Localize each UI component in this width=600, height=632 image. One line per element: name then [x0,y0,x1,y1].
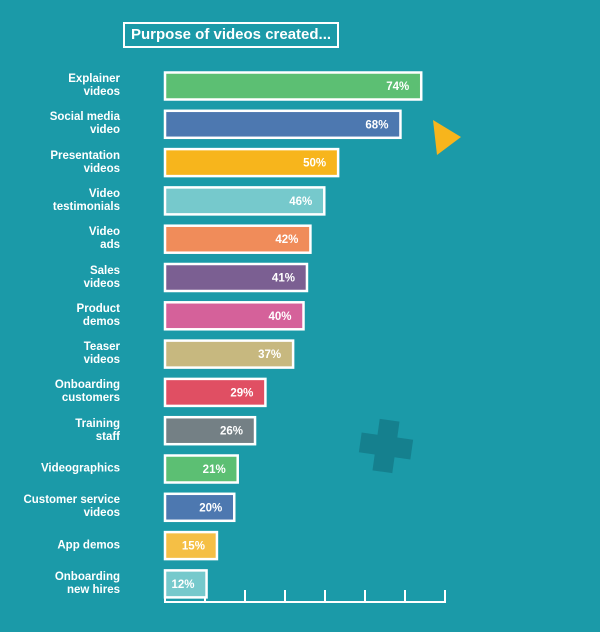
value-label: 50% [303,158,326,170]
bar [163,224,312,254]
chart-title: Purpose of videos created... [123,22,340,48]
bar [163,454,239,484]
category-label: Explainer videos [68,73,120,98]
bar [163,147,340,178]
value-label: 74% [386,81,409,93]
category-label: App demos [57,539,120,552]
category-label: Onboarding customers [54,379,120,405]
value-label: 12% [172,579,195,591]
bar [163,186,326,216]
category-label: Onboarding new hires [54,570,120,596]
value-label: 37% [258,349,281,361]
bar [163,109,402,140]
bar [163,339,295,369]
category-label: Presentation videos [50,149,120,175]
category-label: Video testimonials [52,187,120,213]
value-label: 29% [230,387,253,399]
value-label: 46% [289,196,312,208]
value-label: 21% [203,464,226,476]
bar [163,415,257,446]
value-label: 42% [275,234,298,246]
decor-triangle [433,120,461,155]
category-label: Product demos [76,302,120,328]
value-label: 40% [268,311,291,323]
bar [163,492,236,523]
decor-plus [358,418,414,474]
value-label: 41% [272,273,295,285]
bar [163,530,219,561]
bar [163,569,208,599]
category-label: Customer service videos [23,494,120,520]
bar [163,262,309,293]
value-label: 20% [199,502,222,514]
category-label: Videographics [40,462,120,475]
category-label: Sales videos [83,264,120,290]
category-label: Teaser videos [83,341,120,367]
bar [163,377,267,408]
bar [163,71,423,101]
category-label: Social media video [49,111,120,137]
category-label: Training staff [75,417,120,443]
x-axis [164,590,446,603]
value-label: 26% [220,426,243,438]
value-label: 68% [365,119,388,131]
value-label: 15% [182,541,205,553]
category-label: Video ads [88,226,120,252]
bar [163,301,305,331]
